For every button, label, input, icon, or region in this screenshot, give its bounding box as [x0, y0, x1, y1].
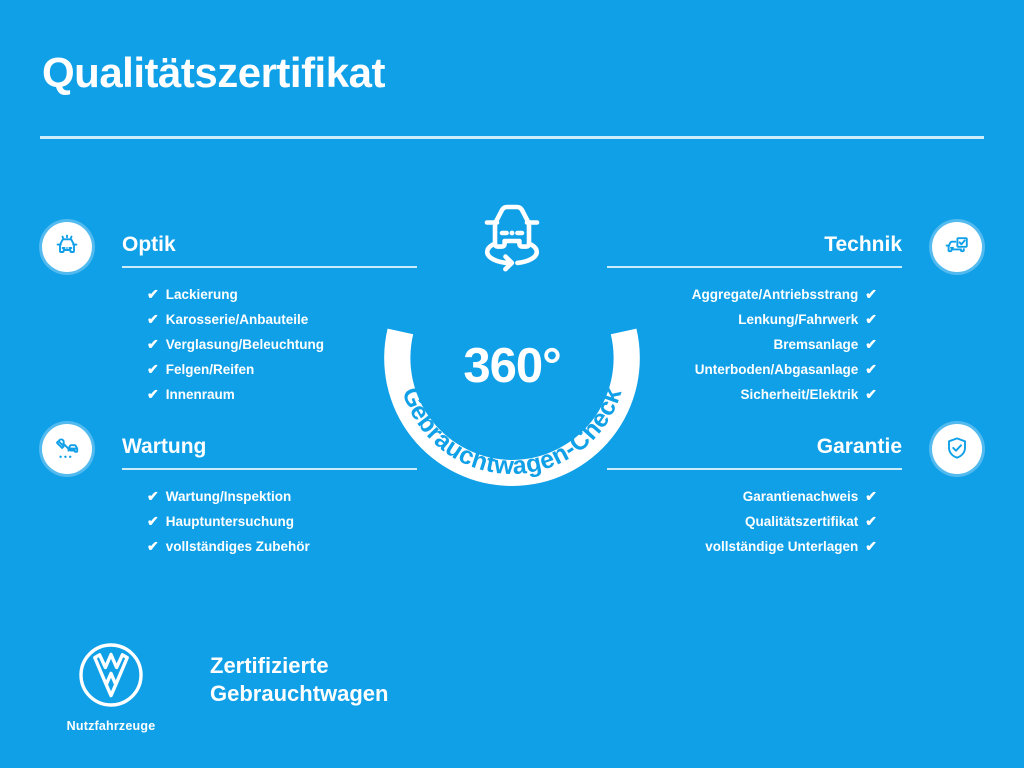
list-item: ✔ Felgen/Reifen [147, 357, 442, 382]
list-item-label: Sicherheit/Elektrik [740, 387, 859, 402]
section-optik-header: Optik [42, 222, 442, 272]
section-technik-rule [607, 266, 902, 268]
svg-text:Gebrauchtwagen-Check: Gebrauchtwagen-Check [396, 384, 627, 481]
list-item: ✔ Verglasung/Beleuchtung [147, 332, 442, 357]
check-icon: ✔ [147, 336, 159, 352]
section-garantie-title: Garantie [816, 435, 902, 458]
title-divider [40, 136, 984, 139]
list-item: ✔ Wartung/Inspektion [147, 484, 442, 509]
list-item-label: Karosserie/Anbauteile [165, 312, 309, 327]
section-optik-list: ✔ Lackierung ✔ Karosserie/Anbauteile ✔ Verg… [147, 268, 442, 407]
section-optik-rule [122, 266, 417, 268]
vw-logo-icon [79, 643, 143, 707]
list-item-label: Hauptuntersuchung [165, 514, 294, 529]
section-technik-list: Aggregate/Antriebsstrang ✔ Lenkung/Fahrwe… [582, 268, 877, 407]
list-item: Qualitätszertifikat ✔ [582, 509, 877, 534]
list-item-label: Lenkung/Fahrwerk [738, 312, 859, 327]
list-item: ✔ Hauptuntersuchung [147, 509, 442, 534]
list-item-label: Wartung/Inspektion [165, 489, 292, 504]
list-item: Garantienachweis ✔ [582, 484, 877, 509]
list-item-label: Felgen/Reifen [165, 362, 255, 377]
footer: Nutzfahrzeuge Zertifizierte Gebrauchtwag… [42, 638, 562, 738]
list-item-label: Qualitätszertifikat [744, 514, 859, 529]
curved-label: Gebrauchtwagen-Check [396, 384, 627, 481]
list-item-label: Unterboden/Abgasanlage [694, 362, 859, 377]
list-item: vollständige Unterlagen ✔ [582, 534, 877, 559]
check-icon: ✔ [865, 361, 877, 377]
section-wartung-list: ✔ Wartung/Inspektion ✔ Hauptuntersuchung ✔… [147, 470, 442, 559]
page-title: Qualitätszertifikat [42, 49, 385, 96]
check-icon: ✔ [865, 386, 877, 402]
list-item: Lenkung/Fahrwerk ✔ [582, 307, 877, 332]
list-item-label: Innenraum [165, 387, 235, 402]
shield-check-icon [932, 424, 982, 474]
vw-logo-block: Nutzfahrzeuge [56, 640, 166, 733]
car-shine-icon [42, 222, 92, 272]
section-wartung-rule [122, 468, 417, 470]
section-garantie: Garantie Garantienachweis ✔ Qualitätszert… [582, 424, 982, 559]
footer-claim: Zertifizierte Gebrauchtwagen [210, 652, 388, 708]
check-icon: ✔ [865, 488, 877, 504]
list-item-label: Verglasung/Beleuchtung [165, 337, 325, 352]
vw-logo-subtitle: Nutzfahrzeuge [66, 719, 156, 733]
list-item: ✔ Lackierung [147, 282, 442, 307]
check-icon: ✔ [147, 361, 159, 377]
section-garantie-header: Garantie [582, 424, 982, 474]
check-icon: ✔ [147, 311, 159, 327]
list-item: ✔ Innenraum [147, 382, 442, 407]
check-icon: ✔ [147, 538, 159, 554]
section-optik: Optik ✔ Lackierung ✔ Karosserie/Anbauteile… [42, 222, 442, 407]
check-icon: ✔ [865, 311, 877, 327]
check-icon: ✔ [865, 286, 877, 302]
list-item-label: Garantienachweis [742, 489, 859, 504]
check-icon: ✔ [865, 513, 877, 529]
list-item: ✔ Karosserie/Anbauteile [147, 307, 442, 332]
check-icon: ✔ [865, 538, 877, 554]
degrees-label: 360° [463, 339, 561, 393]
wrench-car-icon [42, 424, 92, 474]
list-item-label: vollständiges Zubehör [165, 539, 310, 554]
list-item-label: Lackierung [165, 287, 238, 302]
footer-claim-line1: Zertifizierte [210, 653, 329, 678]
section-garantie-list: Garantienachweis ✔ Qualitätszertifikat ✔ v… [582, 470, 877, 559]
section-technik: Technik Aggregate/Antriebsstrang ✔ Lenkun… [582, 222, 982, 407]
check-icon: ✔ [147, 488, 159, 504]
section-garantie-rule [607, 468, 902, 470]
section-wartung-title: Wartung [122, 435, 207, 458]
360-check-badge: Gebrauchtwagen-Check 360° [374, 186, 650, 486]
footer-claim-line2: Gebrauchtwagen [210, 681, 389, 706]
check-icon: ✔ [865, 336, 877, 352]
section-wartung-header: Wartung [42, 424, 442, 474]
check-icon: ✔ [147, 386, 159, 402]
section-technik-header: Technik [582, 222, 982, 272]
list-item-label: vollständige Unterlagen [705, 539, 859, 554]
list-item: Sicherheit/Elektrik ✔ [582, 382, 877, 407]
section-technik-title: Technik [824, 233, 902, 256]
section-wartung: Wartung ✔ Wartung/Inspektion ✔ Hauptunters… [42, 424, 442, 559]
list-item-label: Aggregate/Antriebsstrang [691, 287, 859, 302]
check-icon: ✔ [147, 286, 159, 302]
list-item: Aggregate/Antriebsstrang ✔ [582, 282, 877, 307]
check-icon: ✔ [147, 513, 159, 529]
list-item-label: Bremsanlage [773, 337, 859, 352]
car-rotate-icon [462, 186, 562, 286]
list-item: ✔ vollständiges Zubehör [147, 534, 442, 559]
list-item: Bremsanlage ✔ [582, 332, 877, 357]
list-item: Unterboden/Abgasanlage ✔ [582, 357, 877, 382]
section-optik-title: Optik [122, 233, 176, 256]
360-ring: Gebrauchtwagen-Check [374, 256, 650, 486]
car-checklist-icon [932, 222, 982, 272]
